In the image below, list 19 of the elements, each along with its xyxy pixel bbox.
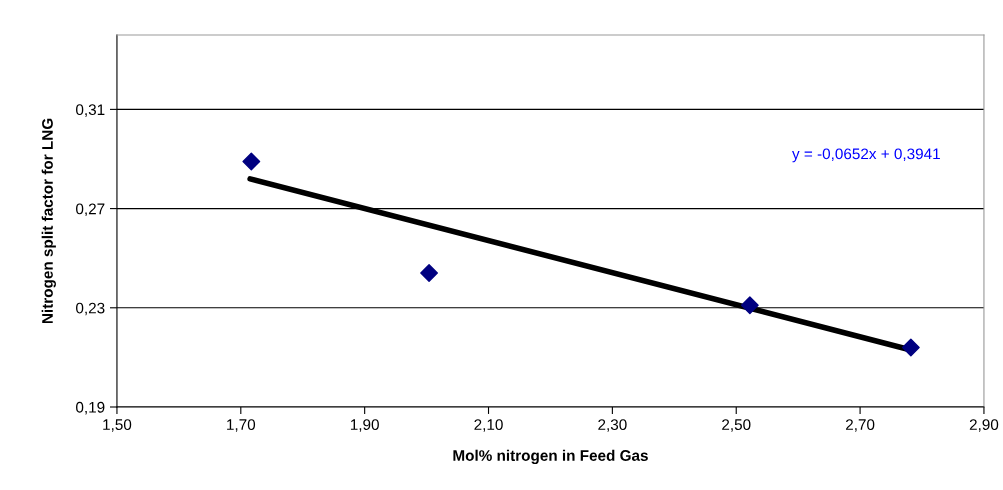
x-tick-label: 1,90 [350,419,379,432]
y-axis-title: Nitrogen split factor for LNG [41,118,56,324]
point [420,264,438,282]
point [740,296,759,315]
point [242,152,261,171]
annotation: y = -0,0652x + 0,3941 [792,148,940,163]
x-tick-label: 2,50 [722,419,751,432]
x-tick-label: 1,50 [103,419,132,432]
x-tick-label: 2,70 [845,419,875,432]
y-tick-label: 0,23 [76,302,105,316]
y-tick-label: 0,31 [76,104,105,117]
x-tick-label: 2,90 [969,419,999,432]
point [901,338,920,357]
x-tick-label: 1,70 [227,419,256,432]
y-tick-label: 0,27 [76,203,105,217]
y-tick-label: 0,19 [76,401,105,415]
x-tick-label: 2,10 [474,419,503,432]
x-tick-label: 2,30 [598,419,627,432]
x-axis-title: Mol% nitrogen in Feed Gas [453,449,648,465]
